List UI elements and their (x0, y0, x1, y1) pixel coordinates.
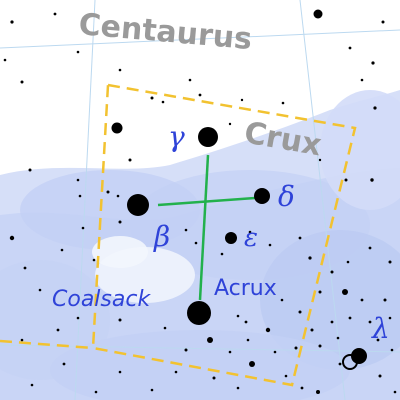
label-coalsack: Coalsack (52, 287, 151, 312)
label-gamma: γ (168, 120, 185, 153)
minor-stars (3, 9, 397, 394)
star-epsilon-crucis (225, 232, 237, 244)
cluster-marker (342, 354, 358, 370)
label-acrux: Acrux (214, 276, 277, 301)
asterism-line-gamma-acrux (198, 154, 210, 301)
label-delta: δ (278, 180, 295, 213)
boundary-extension (0, 339, 94, 350)
star-gamma-crucis (198, 127, 218, 147)
crux-boundary (91, 83, 357, 387)
star-beta-crucis (127, 194, 149, 216)
star-delta-crucis (254, 188, 270, 204)
star-lambda-centauri (351, 348, 367, 364)
label-beta: β (153, 220, 170, 253)
star-acrux (187, 301, 211, 325)
label-lambda: λ (371, 312, 390, 345)
asterism-line-beta-delta (157, 196, 256, 207)
crux-asterism (157, 154, 256, 301)
label-epsilon: ε (244, 223, 258, 253)
